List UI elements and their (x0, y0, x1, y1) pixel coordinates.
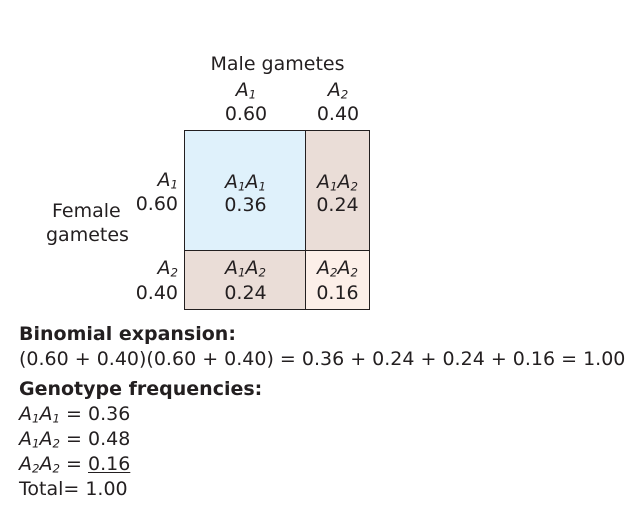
female-allele-1: A1 (157, 169, 179, 192)
punnett-cell-a1a2-bottom: A1A2 0.24 (184, 250, 307, 310)
female-allele-1-frequency: 0.60 (135, 193, 178, 215)
male-allele-1: A1 (235, 79, 257, 102)
genotype-frequency: 0.24 (224, 282, 267, 304)
male-allele-2-frequency: 0.40 (316, 103, 360, 125)
punnett-cell-a2a2: A2A2 0.16 (305, 250, 370, 310)
genotype-value: 0.16 (88, 453, 131, 475)
genotype-label: A1A2 (225, 257, 266, 280)
total-value: 1.00 (85, 478, 128, 500)
genotype-label: A1A1 (225, 171, 266, 194)
genotype-frequency: 0.36 (224, 194, 267, 216)
total-label: Total (19, 478, 64, 500)
genotype-value: 0.36 (88, 403, 131, 425)
female-gametes-label-line2: gametes (46, 224, 129, 246)
male-allele-1-frequency: 0.60 (224, 103, 268, 125)
female-allele-2: A2 (157, 257, 179, 280)
punnett-cell-a1a2-top: A1A2 0.24 (305, 130, 370, 252)
genotype-row-a1a2: A1A2 = 0.48 (19, 428, 131, 451)
binomial-heading: Binomial expansion: (19, 323, 236, 345)
genotype-value: 0.48 (88, 428, 131, 450)
genotype-row-a1a1: A1A1 = 0.36 (19, 403, 131, 426)
genotype-label: A1A2 (317, 171, 358, 194)
genotype-label: A2A2 (317, 257, 358, 280)
female-gametes-label-line1: Female (52, 200, 121, 222)
female-allele-2-frequency: 0.40 (135, 282, 178, 304)
genotype-total-row: Total= 1.00 (19, 478, 128, 500)
punnett-cell-a1a1: A1A1 0.36 (184, 130, 307, 252)
genotype-frequency: 0.16 (316, 282, 359, 304)
genotype-row-a2a2: A2A2 = 0.16 (19, 453, 131, 476)
genotype-frequencies-heading: Genotype frequencies: (19, 378, 263, 400)
male-gametes-label: Male gametes (210, 53, 345, 75)
binomial-equation: (0.60 + 0.40)(0.60 + 0.40) = 0.36 + 0.24… (19, 348, 626, 370)
male-allele-2: A2 (327, 79, 349, 102)
genotype-frequency: 0.24 (316, 194, 359, 216)
